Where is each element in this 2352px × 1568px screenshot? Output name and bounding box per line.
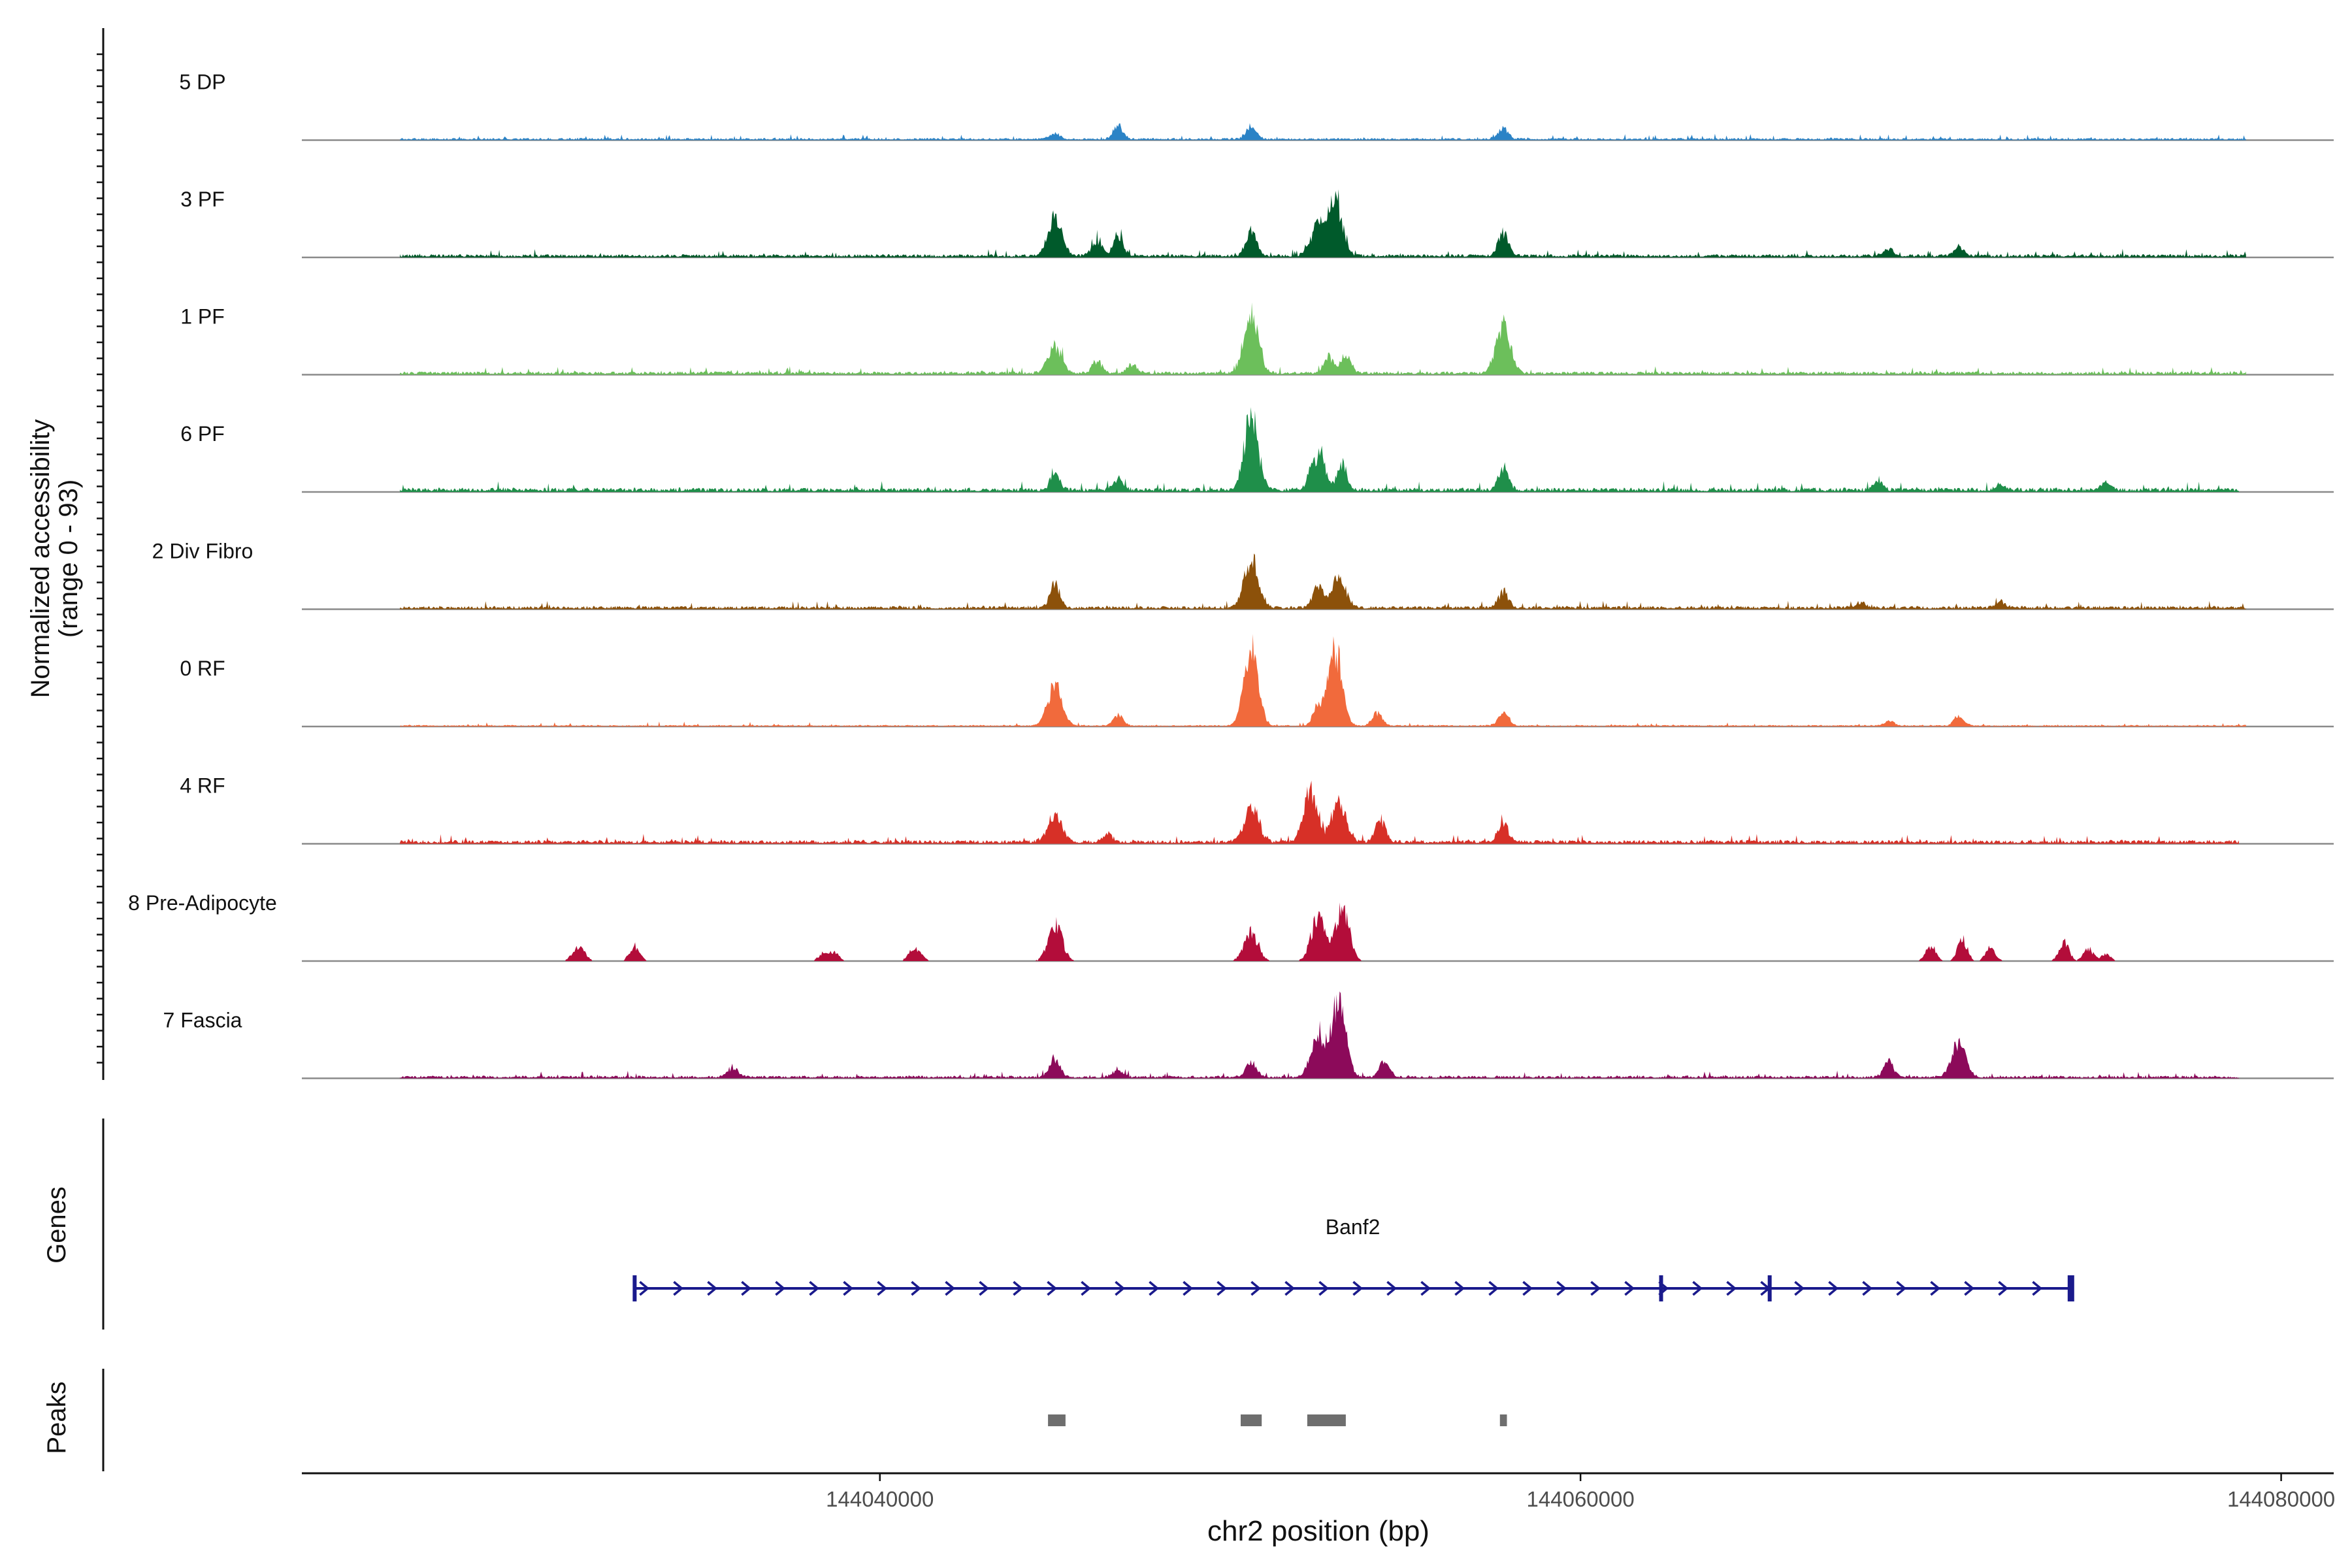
coverage-tracks: 5 DP 3 PF 1 PF 6 PF 2 Div Fibro 0 RF 4 RF 8 Pre… xyxy=(128,71,2334,1079)
gene-strand-arrow xyxy=(1352,1281,1364,1296)
track-label: 1 PF xyxy=(180,305,225,329)
gene-strand-arrow xyxy=(1794,1281,1805,1296)
gene-strand-arrow xyxy=(1013,1281,1024,1296)
track-label: 3 PF xyxy=(180,188,225,211)
track-label: 5 DP xyxy=(179,71,225,94)
x-axis: 144040000 144060000 144080000 xyxy=(302,1472,2335,1511)
gene-exon xyxy=(1767,1275,1772,1301)
gene-strand-arrow xyxy=(1590,1281,1601,1296)
gene-strand-arrow xyxy=(1930,1281,1941,1296)
gene-strand-arrow xyxy=(911,1281,922,1296)
track-1-pf: 1 PF xyxy=(180,302,2334,376)
gene-strand-arrow xyxy=(1692,1281,1703,1296)
gene-strand-arrow xyxy=(877,1281,888,1296)
gene-strand-arrow xyxy=(1998,1281,2009,1296)
gene-strand-arrow xyxy=(673,1281,684,1296)
track-label: 4 RF xyxy=(180,774,225,798)
gene-panel: Banf2 xyxy=(102,1119,2074,1330)
peak-region xyxy=(1048,1414,1066,1426)
gene-strand-arrow xyxy=(1047,1281,1058,1296)
gene-strand-arrow xyxy=(707,1281,718,1296)
track-8-pre-adipocyte: 8 Pre-Adipocyte xyxy=(128,891,2334,962)
genes-panel-label: Genes xyxy=(42,1186,71,1264)
gene-strand-arrow xyxy=(775,1281,786,1296)
peak-region xyxy=(1241,1414,1262,1426)
track-2-div-fibro: 2 Div Fibro xyxy=(152,540,2334,610)
gene-strand-arrow xyxy=(1318,1281,1330,1296)
track-3-pf: 3 PF xyxy=(180,188,2334,259)
x-tick-label: 144040000 xyxy=(826,1487,934,1511)
track-label: 0 RF xyxy=(180,657,225,680)
gene-strand-arrow xyxy=(1556,1281,1567,1296)
x-tick-label: 144080000 xyxy=(2227,1487,2335,1511)
gene-strand-arrow xyxy=(1726,1281,1737,1296)
gene-strand-arrow xyxy=(1454,1281,1465,1296)
gene-strand-arrow xyxy=(1081,1281,1092,1296)
peak-panel xyxy=(102,1369,1507,1471)
gene-strand-arrow xyxy=(1149,1281,1160,1296)
coverage-area xyxy=(400,634,2246,727)
gene-strand-arrow xyxy=(1488,1281,1499,1296)
track-7-fascia: 7 Fascia xyxy=(163,991,2334,1079)
gene-strand-arrow xyxy=(1420,1281,1431,1296)
accessibility-axis xyxy=(97,28,105,1080)
coverage-area xyxy=(400,902,2246,961)
coverage-area xyxy=(400,780,2240,844)
gene-name-label: Banf2 xyxy=(1326,1215,1380,1239)
peaks-panel-label: Peaks xyxy=(42,1381,71,1454)
gene-strand-arrow xyxy=(809,1281,820,1296)
coverage-area xyxy=(400,189,2246,257)
gene-strand-arrow xyxy=(2032,1281,2043,1296)
track-0-rf: 0 RF xyxy=(180,634,2334,728)
gene-exon xyxy=(632,1275,637,1301)
gene-strand-arrow xyxy=(1183,1281,1194,1296)
gene-strand-arrow xyxy=(1896,1281,1907,1296)
gene-strand-arrow xyxy=(1217,1281,1228,1296)
gene-strand-arrow xyxy=(979,1281,990,1296)
coverage-area xyxy=(400,407,2240,492)
track-6-pf: 6 PF xyxy=(180,407,2334,493)
peak-region xyxy=(1307,1414,1346,1426)
gene-strand-arrow xyxy=(1522,1281,1533,1296)
track-label: 8 Pre-Adipocyte xyxy=(128,891,277,915)
track-label: 6 PF xyxy=(180,422,225,446)
track-4-rf: 4 RF xyxy=(180,774,2334,845)
coverage-area xyxy=(400,302,2246,375)
coverage-area xyxy=(400,991,2240,1079)
track-5-dp: 5 DP xyxy=(179,71,2334,141)
peak-region xyxy=(1499,1414,1507,1426)
coverage-area xyxy=(400,553,2246,610)
y-axis-label: Normalized accessibility xyxy=(26,419,55,698)
gene-strand-arrow xyxy=(639,1281,650,1296)
gene-strand-arrow xyxy=(1624,1281,1635,1296)
coverage-area xyxy=(400,123,2246,140)
gene-strand-arrow xyxy=(945,1281,956,1296)
x-tick-label: 144060000 xyxy=(1527,1487,1635,1511)
gene-strand-arrow xyxy=(1250,1281,1262,1296)
gene-strand-arrow xyxy=(1284,1281,1296,1296)
track-label: 7 Fascia xyxy=(163,1009,242,1032)
gene-exon xyxy=(1659,1275,1663,1301)
gene-exon xyxy=(2067,1275,2074,1301)
gene-strand-arrow xyxy=(1964,1281,1975,1296)
track-label: 2 Div Fibro xyxy=(152,540,253,563)
gene-strand-arrow xyxy=(1828,1281,1839,1296)
gene-strand-arrow xyxy=(1115,1281,1126,1296)
y-axis-range-label: (range 0 - 93) xyxy=(54,480,83,638)
gene-strand-arrow xyxy=(843,1281,854,1296)
gene-strand-arrow xyxy=(1386,1281,1397,1296)
gene-strand-arrow xyxy=(741,1281,752,1296)
x-axis-label: chr2 position (bp) xyxy=(1207,1515,1429,1547)
gene-strand-arrow xyxy=(1862,1281,1873,1296)
